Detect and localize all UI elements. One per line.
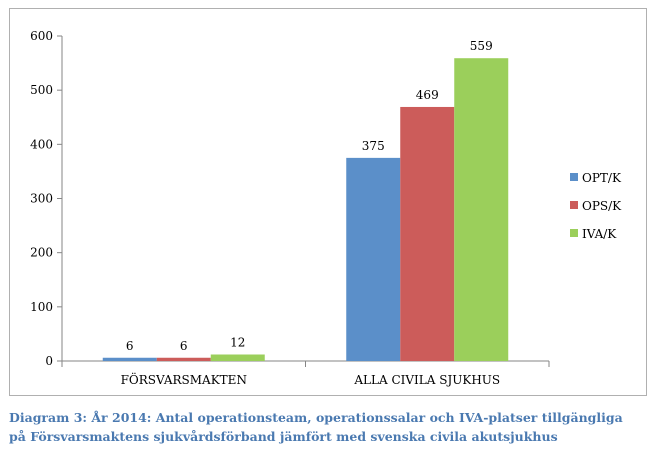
data-label: 469 bbox=[416, 88, 439, 102]
y-tick-label: 500 bbox=[30, 83, 53, 97]
bar-iva-k bbox=[210, 354, 265, 361]
legend-swatch bbox=[570, 201, 578, 209]
y-tick-label: 100 bbox=[30, 300, 53, 314]
chart-frame: 0 100 200 300 400 500 600 6 6 12 FÖRSVARSMAKTEN 375… bbox=[9, 8, 647, 396]
caption-line-1: Diagram 3: År 2014: Antal operationsteam… bbox=[9, 410, 623, 425]
bar-ops-k bbox=[156, 357, 211, 361]
legend-swatch bbox=[570, 229, 578, 237]
y-tick-label: 200 bbox=[30, 246, 53, 260]
caption-line-2: på Försvarsmaktens sjukvårdsförband jämf… bbox=[9, 429, 558, 444]
y-tick-label: 600 bbox=[30, 29, 53, 43]
bar-iva-k bbox=[454, 58, 509, 361]
bar-opt-k bbox=[346, 157, 401, 361]
y-tick-label: 400 bbox=[30, 137, 53, 151]
data-label: 375 bbox=[362, 139, 385, 153]
y-tick-label: 0 bbox=[45, 354, 53, 368]
data-label: 6 bbox=[180, 339, 188, 353]
y-tick-label: 300 bbox=[30, 192, 53, 206]
bar-opt-k bbox=[102, 357, 157, 361]
bar-chart: 0 100 200 300 400 500 600 6 6 12 FÖRSVARSMAKTEN 375… bbox=[30, 29, 622, 387]
data-label: 12 bbox=[230, 336, 245, 350]
data-label: 559 bbox=[470, 39, 493, 53]
data-label: 6 bbox=[126, 339, 134, 353]
legend-label: IVA/K bbox=[582, 227, 617, 241]
legend-label: OPT/K bbox=[582, 171, 622, 185]
figure-caption: Diagram 3: År 2014: Antal operationsteam… bbox=[9, 408, 649, 446]
category-label: FÖRSVARSMAKTEN bbox=[121, 371, 247, 387]
bar-ops-k bbox=[400, 106, 455, 361]
legend-label: OPS/K bbox=[582, 199, 622, 213]
legend-swatch bbox=[570, 173, 578, 181]
category-label: ALLA CIVILA SJUKHUS bbox=[353, 373, 500, 387]
